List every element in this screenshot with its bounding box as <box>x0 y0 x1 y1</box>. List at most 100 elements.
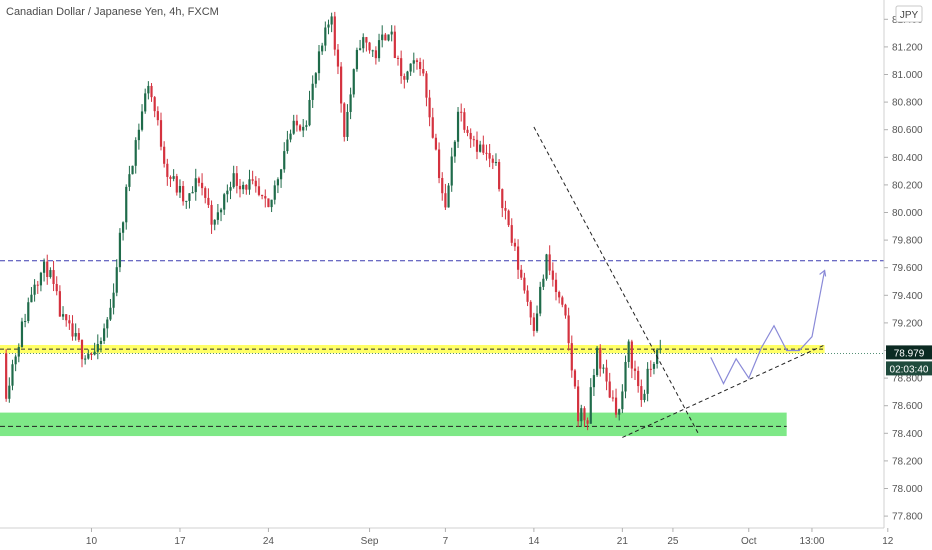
price-tick-label: 80.400 <box>892 153 923 164</box>
candle-body <box>77 333 80 340</box>
time-tick-label: Oct <box>741 536 757 547</box>
candle <box>545 253 548 281</box>
candle-body <box>298 125 302 131</box>
chart-title: Canadian Dollar / Japanese Yen, 4h, FXCM <box>6 6 219 18</box>
time-tick-label: 14 <box>528 536 540 547</box>
candle-body <box>554 279 558 293</box>
candle <box>191 186 194 194</box>
candle <box>71 315 74 341</box>
candle-body <box>523 277 526 291</box>
candle <box>52 260 55 292</box>
candle-body <box>90 353 93 355</box>
candle-body <box>24 320 27 322</box>
candle-body <box>207 197 210 205</box>
candle-body <box>74 333 77 337</box>
currency-badge[interactable]: JPY <box>895 5 923 23</box>
candle-body <box>330 16 333 25</box>
candle <box>321 42 324 55</box>
candle-body <box>393 31 396 58</box>
candle-body <box>286 139 289 152</box>
candle-body <box>434 137 438 150</box>
candle <box>308 90 311 127</box>
candle <box>172 169 175 182</box>
candle-body <box>96 343 99 352</box>
candle <box>529 300 532 325</box>
candle <box>491 155 494 170</box>
candle <box>213 219 216 231</box>
candle <box>163 141 166 168</box>
candle <box>456 107 460 148</box>
candle-body <box>49 270 52 277</box>
candle-body <box>261 194 264 197</box>
candle-body <box>131 165 134 175</box>
candle-body <box>58 291 61 317</box>
candle-body <box>614 397 618 415</box>
candle <box>558 290 561 304</box>
candle <box>485 144 488 161</box>
candle-body <box>494 162 498 164</box>
candle <box>153 96 156 118</box>
candle-body <box>567 315 570 344</box>
candle <box>267 198 270 208</box>
candle-body <box>169 176 172 179</box>
candle <box>447 183 450 208</box>
candle <box>349 87 352 120</box>
candle <box>358 39 362 51</box>
candle <box>595 345 599 377</box>
candle <box>200 173 204 196</box>
candle <box>580 404 583 427</box>
candle <box>362 33 365 53</box>
candle <box>630 339 633 379</box>
candle <box>159 112 163 151</box>
candle <box>226 184 229 203</box>
candle <box>504 200 507 220</box>
candle <box>567 307 570 351</box>
candle <box>251 170 254 185</box>
candle <box>248 169 251 195</box>
time-tick-label: 12 <box>882 536 894 547</box>
last-price-badge <box>886 345 932 360</box>
price-tick-label: 79.800 <box>892 236 923 247</box>
candle-body <box>229 187 232 191</box>
candle <box>150 83 153 102</box>
candle-body <box>140 111 144 130</box>
candle <box>295 114 298 132</box>
candle-body <box>583 408 586 421</box>
candle-body <box>349 94 352 112</box>
candle-body <box>223 194 226 210</box>
candle-body <box>46 261 49 277</box>
candle-body <box>144 93 147 112</box>
candle <box>115 259 118 297</box>
candle <box>589 378 592 424</box>
candle <box>633 360 637 381</box>
candle-body <box>200 182 204 189</box>
candle <box>207 188 210 209</box>
candle-body <box>185 200 188 202</box>
candle <box>561 295 564 308</box>
candle <box>14 354 17 372</box>
candle-body <box>551 270 554 280</box>
candle <box>618 408 621 421</box>
candle <box>368 41 371 54</box>
candle-body <box>659 348 662 350</box>
candle-body <box>166 163 169 177</box>
candle-body <box>27 302 30 321</box>
candle <box>434 133 438 151</box>
last-price-label: 78.979 <box>894 348 925 359</box>
candle <box>343 102 346 142</box>
candle <box>340 62 343 113</box>
candle-body <box>652 363 656 369</box>
candle-body <box>147 85 150 94</box>
candle <box>453 140 456 163</box>
time-axis[interactable]: 10 17 24 Sep 7 14 21 25 Oct 13:00 12 <box>0 527 894 547</box>
candle <box>84 355 87 365</box>
candle <box>390 25 393 42</box>
candle-body <box>384 34 387 41</box>
candle <box>216 204 219 225</box>
candle-body <box>257 186 261 195</box>
candle-body <box>324 27 327 46</box>
time-tick-label: 17 <box>174 536 186 547</box>
candle <box>96 334 99 360</box>
candle <box>535 305 539 333</box>
